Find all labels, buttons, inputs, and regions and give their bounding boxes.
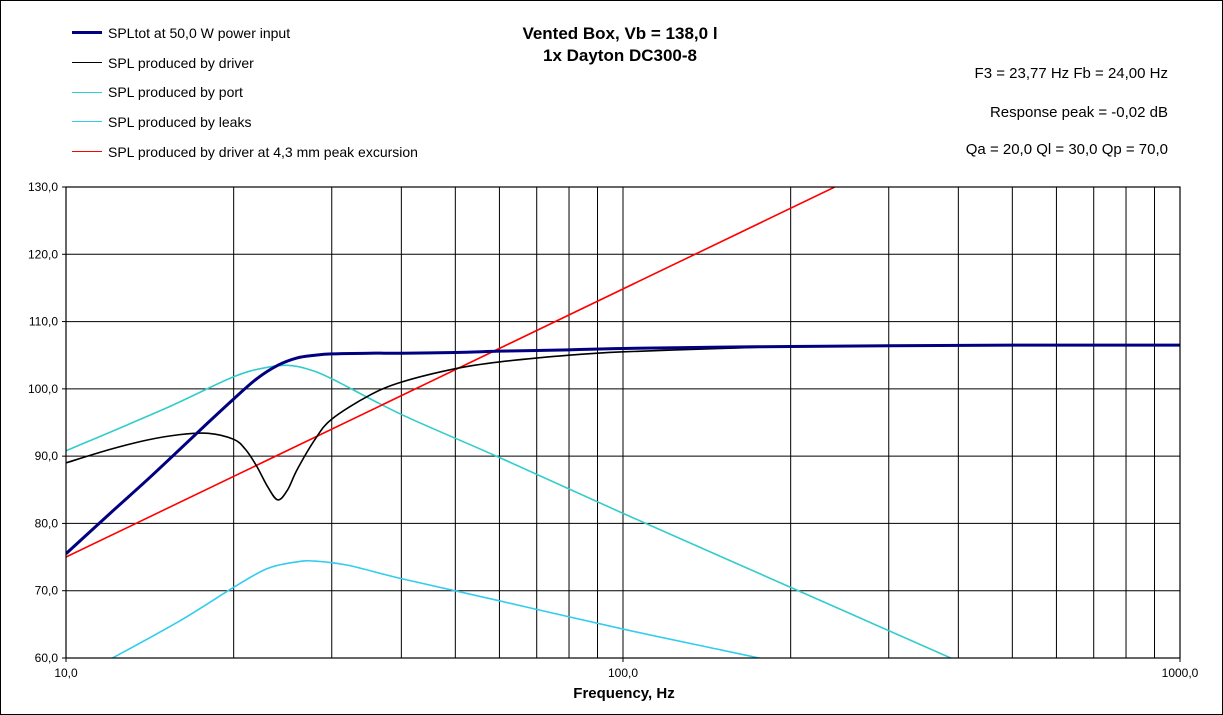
legend-label: SPL produced by port <box>108 84 243 101</box>
y-tick-label: 130,0 <box>28 180 58 194</box>
y-tick-label: 90,0 <box>35 449 59 463</box>
legend-item: SPL produced by driver <box>72 48 418 78</box>
legend-swatch <box>72 31 102 35</box>
legend-label: SPLtot at 50,0 W power input <box>108 24 291 41</box>
x-tick-label: 1000,0 <box>1162 666 1199 680</box>
x-axis-label: Frequency, Hz <box>573 685 674 702</box>
legend-label: SPL produced by leaks <box>108 113 252 130</box>
annotation-response-peak: Response peak = -0,02 dB <box>989 104 1168 121</box>
series-excursion <box>66 187 836 558</box>
legend-item: SPL produced by leaks <box>72 107 418 137</box>
annotation-q-values: Qa = 20,0 Ql = 30,0 Qp = 70,0 <box>965 141 1168 158</box>
legend-item: SPL produced by port <box>72 77 418 107</box>
series-port <box>66 364 953 658</box>
y-tick-label: 120,0 <box>28 247 58 261</box>
series-leaks <box>110 559 763 658</box>
grid <box>66 187 1180 658</box>
legend-item: SPL produced by driver at 4,3 mm peak ex… <box>72 137 418 167</box>
y-tick-label: 110,0 <box>29 315 58 329</box>
series-group <box>66 187 1180 658</box>
annotation-f3-fb: F3 = 23,77 Hz Fb = 24,00 Hz <box>974 65 1168 82</box>
legend-swatch <box>72 91 102 93</box>
y-tick-label: 60,0 <box>35 651 59 665</box>
legend-item: SPLtot at 50,0 W power input <box>72 18 418 48</box>
y-tick-label: 70,0 <box>35 584 59 598</box>
legend-swatch <box>72 121 102 123</box>
chart-legend: SPLtot at 50,0 W power input SPL produced… <box>72 18 418 166</box>
series-spltot <box>66 343 1180 555</box>
y-tick-label: 80,0 <box>35 516 59 530</box>
chart-subtitle: 1x Dayton DC300-8 <box>542 46 697 65</box>
legend-label: SPL produced by driver at 4,3 mm peak ex… <box>108 143 418 160</box>
legend-label: SPL produced by driver <box>108 54 254 71</box>
chart-title: Vented Box, Vb = 138,0 l <box>522 24 718 43</box>
x-tick-label: 10,0 <box>54 666 78 680</box>
legend-swatch <box>72 62 102 64</box>
legend-swatch <box>72 151 102 153</box>
x-tick-label: 100,0 <box>608 666 638 680</box>
y-tick-label: 100,0 <box>28 382 58 396</box>
